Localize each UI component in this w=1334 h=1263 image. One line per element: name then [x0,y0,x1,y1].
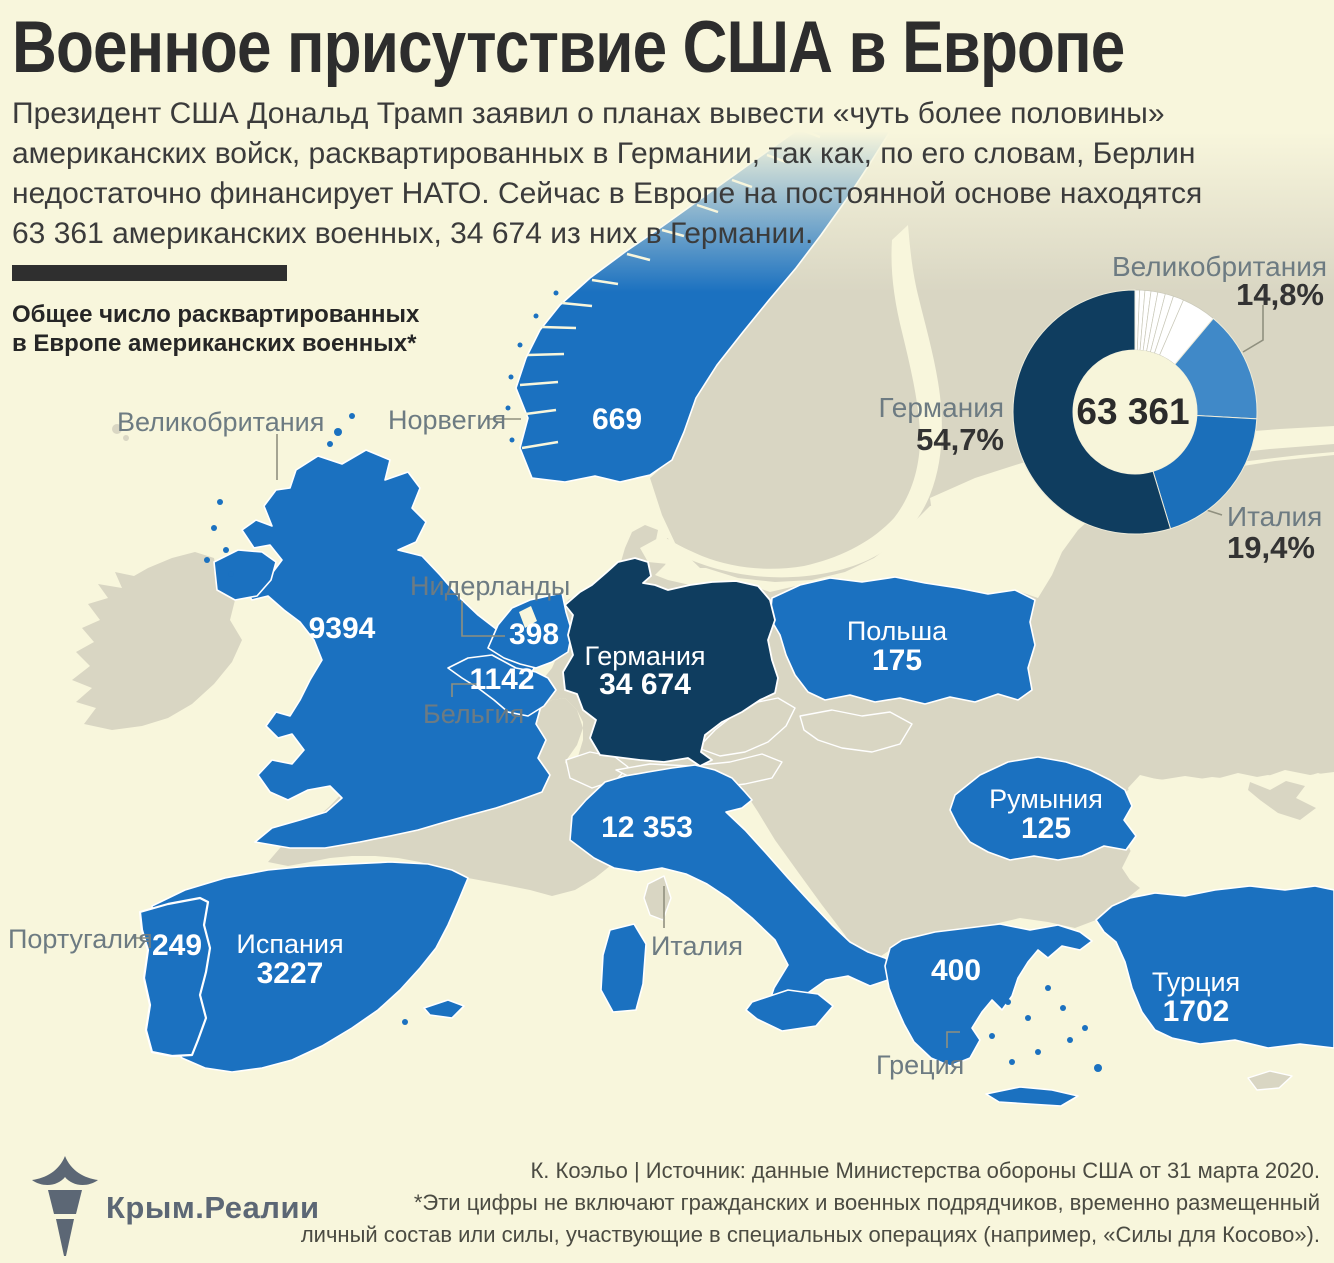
footer-text: К. Коэльо | Источник: данные Министерств… [301,1155,1320,1251]
land-ireland [72,552,242,730]
ijsselmeer [519,606,537,628]
country-romania [949,756,1137,861]
map-name-romania: Румыния [989,784,1103,814]
top-fade [0,0,1334,292]
leader-lines [133,305,1264,1048]
donut-chart [1012,289,1258,535]
country-poland [769,576,1036,705]
donut-label-italy: Италия [1227,501,1323,532]
map-value-norway: 669 [591,403,643,436]
map-label-belgium: Бельгия [423,699,525,729]
map-label-greece: Греция [876,1050,965,1080]
country-hungary [799,709,913,753]
land-faroe-islands [123,435,129,441]
donut-total: 63 361 [1076,391,1190,432]
map-chart-label: Общее число расквартированных в Европе а… [12,301,420,357]
footer-note-1: *Эти цифры не включают гражданских и вое… [413,1190,1320,1215]
country-portugal [138,896,212,1058]
land-cyprus [1247,1070,1293,1091]
leader-netherlands [461,601,505,637]
donut-hole [1073,350,1197,474]
map-label-italy: Италия [651,931,743,961]
divider-bar [12,265,287,281]
islands-balearic [423,999,465,1019]
small-islands [204,290,1102,1072]
map-name-poland: Польша [846,616,948,646]
map-label-norway: Норвегия [388,405,507,435]
map-value-turkey: 1702 [1162,995,1230,1028]
map-name-germany: Германия [584,641,706,671]
leader-belgium [451,683,480,697]
leader-greece [946,1031,960,1048]
land-crimea [1248,781,1316,820]
country-turkey [1095,885,1334,1049]
brand-name: Крым.Реалии [106,1190,320,1225]
island-crete [985,1086,1079,1107]
footer-note-2: личный состав или силы, участвующие в сп… [300,1222,1320,1247]
map-value-belgium: 1142 [469,663,535,696]
country-italy [569,764,896,1013]
donut-label-uk: Великобритания [1111,251,1327,282]
map-value-germany: 34 674 [599,668,691,701]
map-value-netherlands: 398 [508,618,560,651]
torch-logo-icon [32,1156,98,1256]
country-northern-ireland [213,549,277,601]
map-value-greece: 400 [930,954,982,987]
map-label-netherlands: Нидерланды [410,571,571,601]
donut-pct-italy: 19,4% [1227,530,1315,565]
island-sardinia [600,923,647,1013]
island-sicily [745,989,834,1032]
leader-donut-uk [1242,305,1264,353]
map-label-uk: Великобритания [117,407,325,437]
intro-text: Президент США Дональд Трамп заявил о пла… [12,97,1203,250]
map-value-spain: 3227 [256,957,324,990]
map-value-poland: 175 [871,644,923,677]
danish-strait [640,536,684,564]
land-faroe-islands [112,424,122,434]
map-name-turkey: Турция [1151,967,1241,997]
country-belgium [447,654,557,717]
black-sea [1120,773,1334,896]
page-title: Военное присутствие США в Европе [12,7,1125,88]
map-name-spain: Испания [236,929,344,959]
country-netherlands [487,592,573,669]
map-value-uk: 9394 [308,612,376,645]
map-value-romania: 125 [1020,812,1072,845]
map-value-portugal: 249 [151,929,203,962]
donut-pct-germany: 54,7% [916,422,1004,457]
footer-credit: К. Коэльо | Источник: данные Министерств… [530,1158,1320,1183]
map-label-portugal: Португалия [8,924,153,954]
country-germany [562,557,779,767]
donut-pct-uk: 14,8% [1236,277,1324,312]
donut-label-germany: Германия [878,392,1004,423]
map-value-italy: 12 353 [601,811,693,844]
